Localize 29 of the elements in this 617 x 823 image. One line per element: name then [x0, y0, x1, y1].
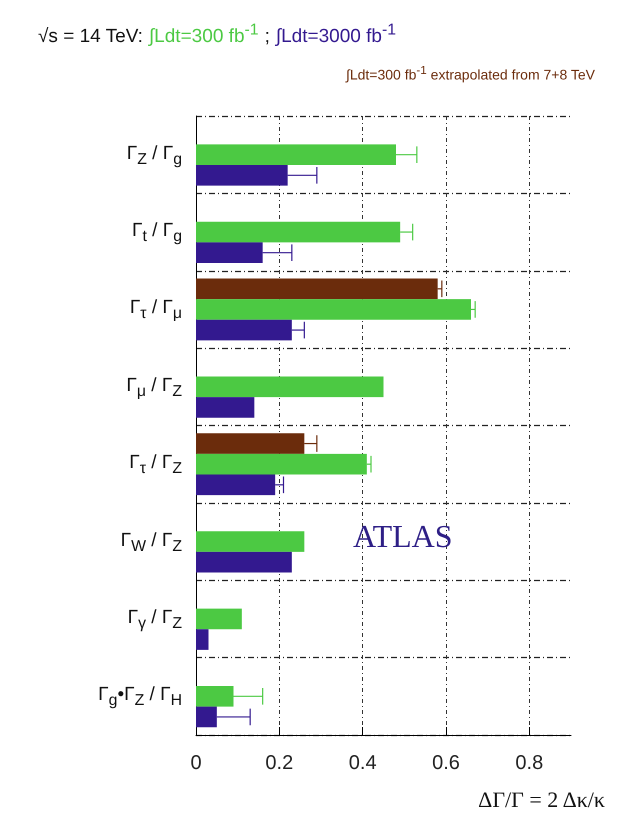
- bar: [196, 531, 304, 552]
- text: ∫Ldt=300 fb$^{-1}$ extrapolated from 7+8 TeV: [346, 64, 595, 83]
- bar: [196, 629, 208, 650]
- x-tick-label: 0: [190, 752, 202, 774]
- text: ∫Ldt=300 fb$^{-1}$: [148, 22, 259, 48]
- chart-title: √s = 14 TeV:: [38, 26, 143, 48]
- annotation: ATLAS: [353, 518, 453, 556]
- y-tick-label: Γ$_{g}$•Γ$_{Z}$ / Γ$_{H}$: [98, 683, 182, 712]
- bar: [196, 397, 254, 418]
- bar: [196, 376, 384, 398]
- y-tick-label: Γ$_{γ}$ / Γ$_{Z}$: [128, 606, 182, 634]
- text: ;: [264, 26, 270, 48]
- x-tick-label: 0.8: [515, 752, 544, 774]
- y-tick-label: Γ$_{τ}$ / Γ$_{μ}$: [130, 296, 182, 324]
- x-tick-label: 0.4: [348, 752, 377, 774]
- y-tick-label: Γ$_{t}$ / Γ$_{g}$: [132, 219, 182, 247]
- y-tick-label: Γ$_{μ}$ / Γ$_{Z}$: [126, 374, 182, 402]
- y-tick-label: Γ$_{W}$ / Γ$_{Z}$: [120, 528, 182, 556]
- bar: [196, 552, 292, 573]
- x-tick-label: 0.2: [265, 752, 294, 774]
- bar: [196, 299, 471, 320]
- text: ∫Ldt=3000 fb$^{-1}$: [276, 22, 396, 48]
- bar: [196, 278, 438, 300]
- y-tick-label: Γ$_{τ}$ / Γ$_{Z}$: [129, 451, 182, 479]
- bar: [196, 608, 242, 630]
- x-tick-label: 0.6: [432, 752, 460, 774]
- x-axis-title: ΔΓ/Γ = 2 Δκ/κ: [478, 787, 605, 813]
- y-tick-label: Γ$_{Z}$ / Γ$_{g}$: [126, 142, 182, 170]
- bar: [196, 454, 367, 475]
